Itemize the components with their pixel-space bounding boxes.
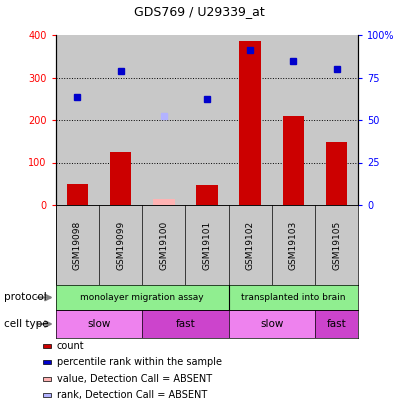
Text: GSM19103: GSM19103 — [289, 220, 298, 270]
Bar — [142, 310, 228, 338]
Bar — [326, 142, 347, 205]
Bar — [153, 198, 175, 205]
Text: monolayer migration assay: monolayer migration assay — [80, 293, 204, 302]
Text: transplanted into brain: transplanted into brain — [241, 293, 345, 302]
Bar — [56, 310, 142, 338]
Text: protocol: protocol — [4, 292, 47, 303]
Text: slow: slow — [260, 319, 283, 329]
Bar — [43, 360, 51, 364]
Bar — [66, 184, 88, 205]
Bar — [315, 310, 358, 338]
Text: GSM19099: GSM19099 — [116, 220, 125, 270]
Bar — [43, 377, 51, 381]
Bar — [43, 393, 51, 397]
Text: GSM19105: GSM19105 — [332, 220, 341, 270]
Text: fast: fast — [176, 319, 195, 329]
Text: value, Detection Call = ABSENT: value, Detection Call = ABSENT — [57, 374, 212, 384]
Text: rank, Detection Call = ABSENT: rank, Detection Call = ABSENT — [57, 390, 207, 400]
Text: GDS769 / U29339_at: GDS769 / U29339_at — [134, 5, 264, 18]
Bar — [228, 310, 315, 338]
Text: fast: fast — [327, 319, 347, 329]
Text: cell type: cell type — [4, 319, 49, 329]
Text: GSM19100: GSM19100 — [159, 220, 168, 270]
Text: GSM19101: GSM19101 — [203, 220, 211, 270]
Text: GSM19102: GSM19102 — [246, 220, 255, 270]
Bar — [283, 116, 304, 205]
Bar — [43, 344, 51, 348]
Text: GSM19098: GSM19098 — [73, 220, 82, 270]
Bar — [196, 185, 218, 205]
Text: percentile rank within the sample: percentile rank within the sample — [57, 357, 222, 367]
Bar — [239, 41, 261, 205]
Text: count: count — [57, 341, 85, 351]
Text: slow: slow — [87, 319, 111, 329]
Bar — [110, 152, 131, 205]
